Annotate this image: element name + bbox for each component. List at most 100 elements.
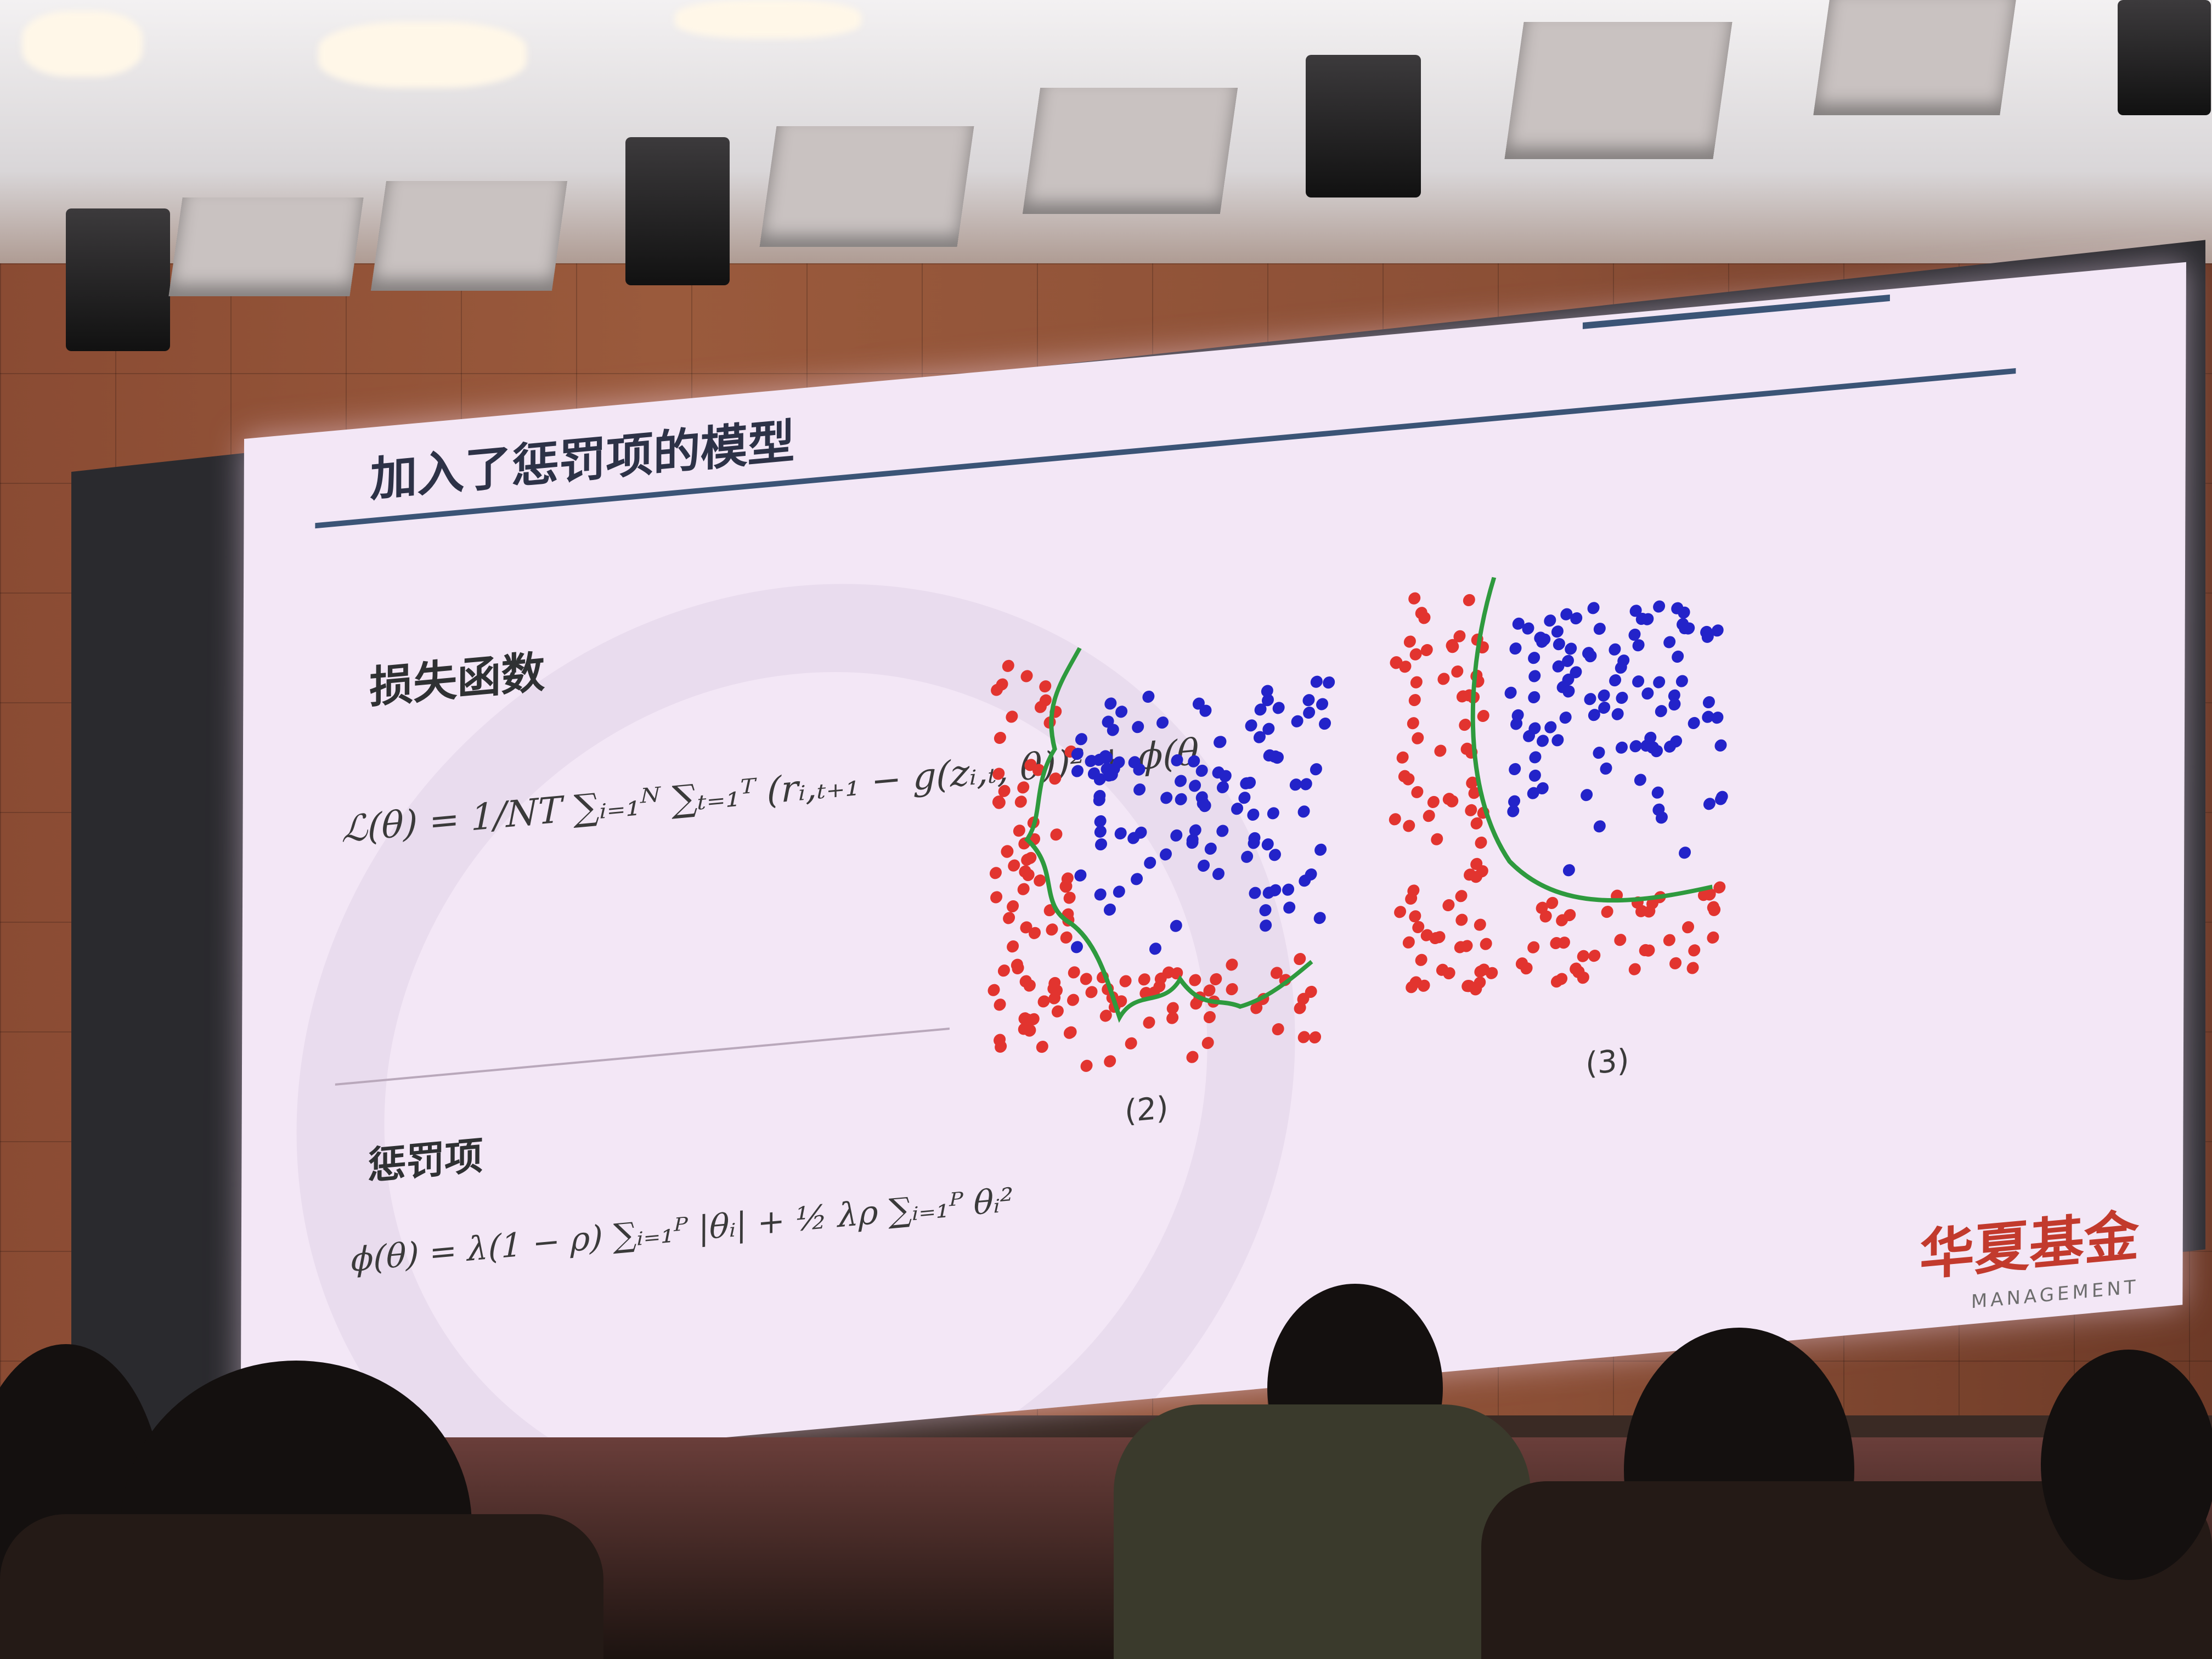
scatter-point — [1632, 639, 1645, 652]
scatter-point — [1701, 630, 1714, 643]
scatter-point — [1581, 789, 1593, 802]
scatter-point — [1651, 786, 1664, 799]
scatter-point — [1707, 901, 1719, 913]
scatter-point — [1409, 648, 1422, 661]
scatter-point — [1119, 975, 1132, 988]
scatter-point — [1294, 953, 1306, 966]
scatter-point — [1019, 975, 1032, 988]
scatter-point — [1017, 781, 1030, 794]
red-points — [1389, 592, 1726, 996]
scatter-point — [1144, 856, 1156, 869]
scatter-point — [1171, 754, 1183, 766]
scatter-point — [1433, 931, 1446, 944]
scatter-point — [1527, 787, 1539, 799]
scatter-point — [1175, 775, 1187, 787]
scatter-point — [1192, 697, 1205, 710]
scatter-point — [1250, 1002, 1263, 1014]
scatter-point — [1641, 687, 1654, 700]
scatter-point — [1093, 794, 1105, 806]
scatter-point — [1101, 752, 1113, 764]
scatter-point — [1003, 912, 1015, 924]
figure-label-3: (3) — [1585, 1042, 1629, 1082]
scatter-point — [1460, 742, 1473, 755]
audience-body — [1114, 1404, 1531, 1659]
scatter-point — [1087, 767, 1100, 780]
scatter-point — [1216, 781, 1229, 793]
scatter-point — [1564, 909, 1576, 922]
scatter-point — [1415, 953, 1427, 966]
scatter-point — [1216, 825, 1229, 837]
scatter-point — [1459, 719, 1471, 731]
scatter-point — [1186, 833, 1199, 847]
scatter-point — [1577, 950, 1589, 962]
scatter-point — [1017, 883, 1030, 895]
scatter-point — [1075, 733, 1087, 746]
scatter-point — [1034, 874, 1046, 887]
scatter-point — [1464, 868, 1476, 881]
scatter-point — [1241, 850, 1254, 863]
scatter-point — [1132, 721, 1144, 733]
scatter-point — [1716, 791, 1728, 803]
scatter-point — [1060, 931, 1073, 944]
scatter-point — [1203, 1011, 1216, 1024]
scatter-point — [1614, 934, 1627, 946]
scatter-point — [1272, 1023, 1284, 1036]
scatter-point — [1527, 941, 1540, 953]
scatter-point — [1455, 913, 1468, 926]
scatter-point — [1310, 763, 1322, 776]
scatter-point — [1170, 829, 1183, 842]
scatter-point — [1105, 769, 1118, 781]
scatter-point — [1663, 636, 1676, 648]
scatter-point — [1405, 892, 1418, 905]
scatter-point — [1186, 1051, 1199, 1063]
scatter-point — [1686, 962, 1699, 974]
scatter-point — [1420, 644, 1433, 657]
scatter-point — [1544, 614, 1556, 627]
scatter-point — [1160, 792, 1173, 804]
scatter-point — [1474, 918, 1486, 931]
scatter-point — [1006, 710, 1018, 723]
scatter-point — [1703, 888, 1716, 901]
scatter-point — [1588, 950, 1601, 962]
scatter-point — [1509, 642, 1522, 655]
scatter-point — [1063, 891, 1076, 904]
scatter-point — [1551, 734, 1564, 747]
scatter-point — [1297, 1031, 1310, 1043]
scatter-point — [1668, 689, 1680, 702]
scatter-point — [1125, 1037, 1137, 1049]
scatter-point — [1470, 857, 1483, 870]
scatter-point — [1263, 749, 1276, 761]
audience-body — [0, 1514, 603, 1659]
scatter-point — [1463, 594, 1475, 606]
scatter-point — [1423, 810, 1435, 822]
scatter-point — [1104, 1055, 1116, 1068]
scatter-point — [1409, 910, 1421, 923]
scatter-point — [1294, 1002, 1306, 1014]
scatter-point — [1094, 825, 1107, 838]
stage-light — [2118, 0, 2211, 115]
scatter-point — [1102, 715, 1114, 728]
scatter-point — [1515, 957, 1528, 970]
scatter-point — [1133, 763, 1146, 776]
scatter-point — [1528, 670, 1541, 682]
scatter-point — [1507, 805, 1520, 817]
scatter-point — [1166, 1002, 1179, 1014]
scatter-point — [1231, 803, 1244, 815]
scatter-point — [992, 768, 1005, 780]
scatter-point — [1442, 793, 1455, 805]
scatter-point — [1131, 873, 1143, 885]
scatter-point — [1536, 901, 1548, 914]
scatter-point — [1593, 820, 1606, 833]
scatter-point — [1418, 612, 1431, 624]
scatter-point — [1247, 808, 1260, 821]
scatter-point — [1434, 744, 1447, 757]
scatter-point — [1267, 807, 1279, 820]
scatter-point — [1094, 815, 1107, 828]
scatter-point — [1039, 680, 1052, 693]
scatter-point — [1014, 795, 1027, 808]
scatter-point — [1039, 694, 1052, 707]
scatter-point — [1399, 661, 1412, 673]
scatter-point — [1198, 859, 1210, 872]
scatter-point — [1411, 786, 1424, 798]
scatter-point — [1189, 780, 1201, 792]
